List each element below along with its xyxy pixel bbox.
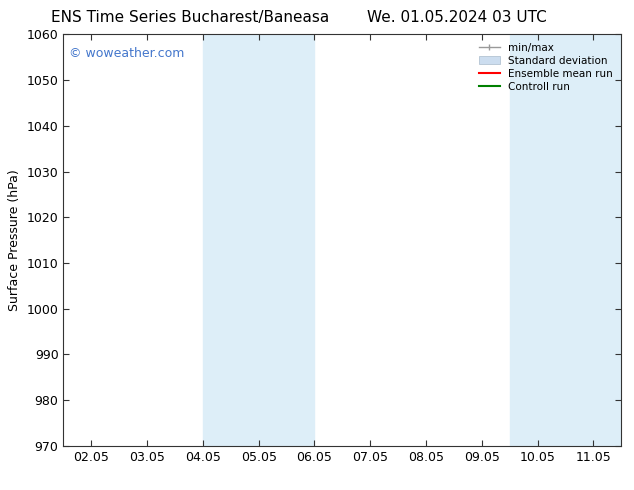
Text: ENS Time Series Bucharest/Baneasa: ENS Time Series Bucharest/Baneasa bbox=[51, 10, 329, 25]
Bar bbox=[510, 34, 566, 446]
Y-axis label: Surface Pressure (hPa): Surface Pressure (hPa) bbox=[8, 169, 21, 311]
Bar bbox=[203, 34, 259, 446]
Text: © woweather.com: © woweather.com bbox=[69, 47, 184, 60]
Legend: min/max, Standard deviation, Ensemble mean run, Controll run: min/max, Standard deviation, Ensemble me… bbox=[476, 40, 616, 95]
Bar bbox=[259, 34, 314, 446]
Text: We. 01.05.2024 03 UTC: We. 01.05.2024 03 UTC bbox=[366, 10, 547, 25]
Bar bbox=[566, 34, 621, 446]
